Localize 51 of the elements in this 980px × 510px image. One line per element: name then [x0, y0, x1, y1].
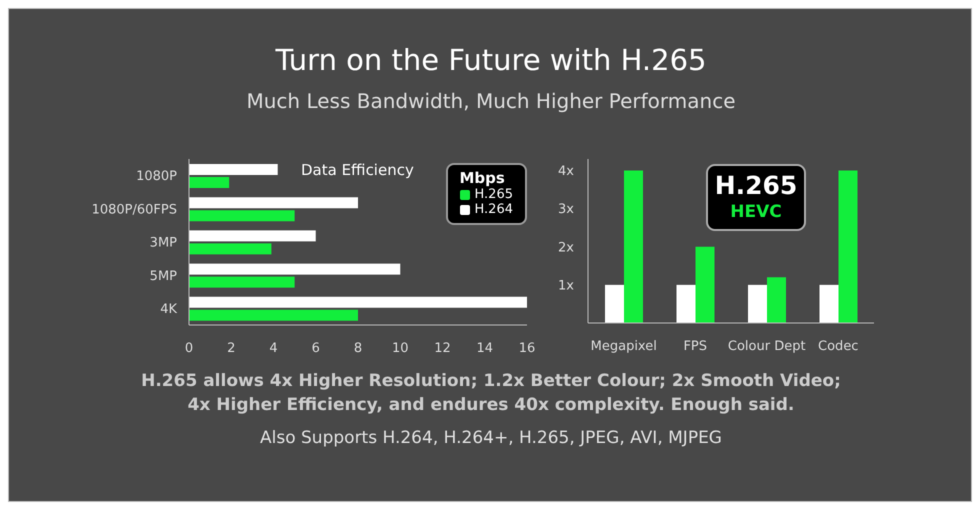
text: Much Less Bandwidth, Much Higher Performance: [246, 89, 736, 113]
bar: [676, 284, 696, 323]
legend-title: Mbps: [460, 169, 506, 187]
y-tick-label: 2x: [558, 240, 574, 256]
text: 4x Higher Efficiency, and endures 40x complexity. Enough said.: [186, 395, 796, 415]
bar: [189, 243, 272, 254]
y-tick-label: 3x: [558, 202, 574, 218]
bar: [767, 277, 786, 323]
y-tick-label: 1080P/60FPS: [92, 202, 177, 218]
legend-label: H.265: [474, 187, 513, 202]
bar: [189, 296, 527, 308]
bar: [189, 264, 400, 275]
annotation: HEVC: [729, 202, 783, 222]
bar: [189, 177, 230, 188]
bar: [696, 246, 714, 323]
text: Also Supports H.264, H.264+, H.265, JPEG, AVI, MJPEG: [259, 428, 723, 448]
y-tick-label: 1x: [558, 278, 574, 294]
annotation: H.265: [714, 171, 798, 200]
x-tick-label: 10: [392, 341, 409, 356]
bar: [624, 170, 643, 323]
chart-title: Data Efficiency: [301, 161, 414, 179]
x-tick-label: 12: [434, 341, 451, 356]
legend-label: H.264: [474, 202, 513, 217]
x-tick-label: 2: [227, 341, 236, 356]
text: Turn on the Future with H.265: [274, 43, 708, 77]
bar: [605, 284, 624, 323]
x-tick-label: 14: [476, 341, 494, 356]
bar: [189, 164, 278, 175]
x-tick-label: Codec: [818, 339, 858, 354]
x-tick-label: 8: [354, 341, 362, 356]
bar: [189, 310, 358, 321]
bar: [838, 170, 858, 323]
y-tick-label: 3MP: [150, 236, 178, 251]
x-tick-label: Megapixel: [590, 339, 657, 354]
x-tick-label: 0: [184, 341, 194, 356]
bar: [748, 284, 767, 323]
bar: [189, 197, 358, 208]
y-tick-label: 5MP: [150, 268, 178, 284]
y-tick-label: 1080P: [136, 169, 178, 184]
bar: [820, 284, 838, 323]
bar: [189, 230, 316, 242]
x-tick-label: Colour Dept: [728, 339, 806, 354]
y-tick-label: 4K: [160, 302, 178, 318]
x-tick-label: 16: [518, 341, 536, 356]
text: H.265 allows 4x Higher Resolution; 1.2x Better Colour; 2x Smooth Video;: [140, 371, 842, 391]
bar: [189, 210, 295, 222]
bar: [189, 276, 295, 288]
x-tick-label: 6: [312, 341, 320, 356]
x-tick-label: FPS: [683, 339, 708, 354]
x-tick-label: 4: [269, 341, 278, 356]
y-tick-label: 4x: [558, 164, 574, 180]
